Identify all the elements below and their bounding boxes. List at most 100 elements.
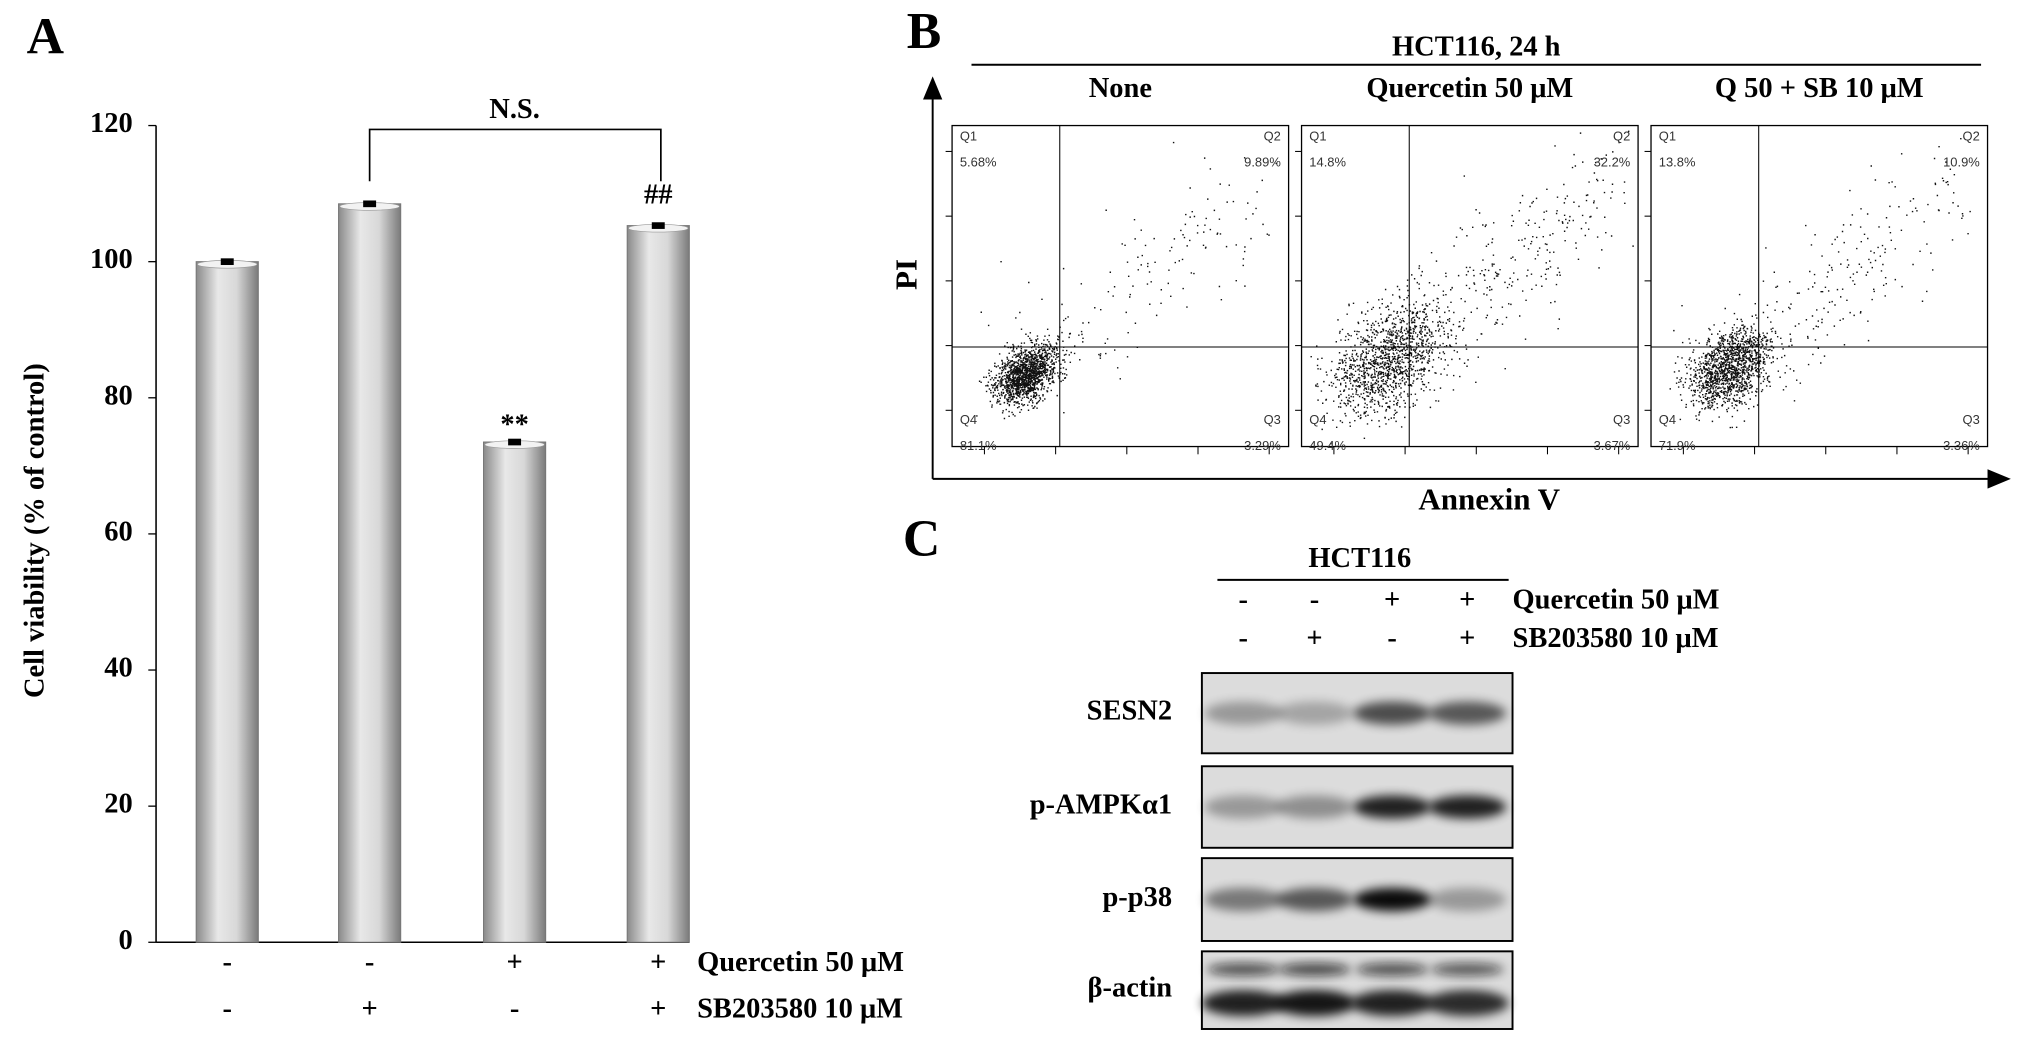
y-tick-label: 80	[104, 380, 132, 411]
treatment-sign: +	[1384, 584, 1400, 615]
panel-letter: A	[27, 8, 64, 65]
panel-letter: C	[903, 510, 940, 567]
treatment-sign: -	[223, 947, 232, 978]
flow-title: HCT116, 24 h	[1392, 32, 1561, 63]
band	[1353, 887, 1431, 912]
bar	[626, 225, 690, 943]
treatment-sign: -	[365, 947, 374, 978]
flow-events	[976, 141, 1277, 420]
quadrant-label: Q2	[1264, 129, 1281, 144]
band	[1278, 962, 1351, 976]
bar	[195, 261, 259, 943]
band	[1355, 962, 1429, 976]
flow-plot	[1300, 124, 1639, 448]
panel-letter: B	[907, 3, 942, 60]
treatment-sign: -	[1310, 584, 1319, 615]
treatment-sign: -	[510, 993, 519, 1024]
y-tick-label: 120	[90, 108, 133, 139]
y-tick-label: 0	[119, 925, 133, 956]
band	[1201, 990, 1285, 1017]
error-bar	[220, 258, 234, 266]
quadrant-label: Q3	[1613, 412, 1630, 427]
y-tick-label: 20	[104, 789, 132, 820]
quadrant-percent: 10.9%	[1943, 155, 1980, 170]
treatment-sign: +	[362, 993, 378, 1024]
protein-label: p-AMPKα1	[1030, 790, 1172, 821]
quadrant-label: Q2	[1963, 129, 1980, 144]
band	[1353, 701, 1431, 725]
quadrant-percent: 3.36%	[1943, 438, 1980, 453]
treatment-label: Quercetin 50 μM	[1513, 584, 1720, 615]
quadrant-percent: 13.8%	[1659, 155, 1696, 170]
quadrant-percent: 14.8%	[1309, 155, 1346, 170]
plot-name: Quercetin 50 μM	[1366, 73, 1573, 104]
flow-plot	[951, 124, 1290, 448]
band	[1204, 887, 1283, 912]
band	[1425, 990, 1509, 1017]
treatment-sign: +	[650, 993, 666, 1024]
band	[1275, 701, 1354, 725]
quadrant-label: Q3	[1264, 412, 1281, 427]
treatment-sign: +	[1459, 584, 1475, 615]
treatment-sign: +	[506, 947, 522, 978]
quadrant-percent: 32.2%	[1594, 155, 1631, 170]
error-bar	[508, 438, 522, 446]
plot-name: Q 50 + SB 10 μM	[1715, 73, 1924, 104]
treatment-label: SB203580 10 μM	[697, 993, 903, 1024]
quadrant-percent: 3.67%	[1594, 438, 1631, 453]
band	[1428, 701, 1507, 725]
quadrant-percent: 81.1%	[960, 438, 997, 453]
quadrant-label: Q1	[1659, 129, 1676, 144]
quadrant-percent: 49.4%	[1309, 438, 1346, 453]
quadrant-label: Q3	[1963, 412, 1980, 427]
annotation: N.S.	[489, 94, 540, 125]
quadrant-label: Q4	[1659, 412, 1676, 427]
protein-label: p-p38	[1102, 882, 1172, 913]
x-axis-label: Annexin V	[1418, 481, 1560, 516]
band	[1275, 887, 1354, 912]
quadrant-percent: 3.29%	[1244, 438, 1281, 453]
plot-name: None	[1089, 73, 1152, 104]
quadrant-label: Q4	[1309, 412, 1326, 427]
quadrant-percent: 9.89%	[1244, 155, 1281, 170]
band	[1430, 962, 1504, 976]
y-tick-label: 60	[104, 516, 132, 547]
y-axis-label: PI	[888, 259, 923, 290]
bracket	[368, 128, 662, 182]
quadrant-label: Q2	[1613, 129, 1630, 144]
treatment-sign: -	[1387, 623, 1396, 654]
bar	[483, 441, 547, 943]
treatment-label: SB203580 10 μM	[1513, 623, 1719, 654]
flow-plot	[1650, 124, 1989, 448]
band	[1204, 701, 1283, 725]
treatment-sign: -	[1239, 623, 1248, 654]
error-bar	[651, 222, 665, 229]
band	[1350, 990, 1434, 1017]
treatment-sign: +	[1459, 623, 1475, 654]
y-tick-label: 40	[104, 653, 132, 684]
band	[1207, 962, 1280, 976]
quadrant-label: Q1	[1309, 129, 1326, 144]
band	[1353, 795, 1431, 819]
quadrant-label: Q4	[960, 412, 977, 427]
treatment-sign: +	[650, 947, 666, 978]
annotation: ##	[644, 179, 672, 210]
band	[1428, 795, 1507, 819]
flow-events	[1666, 137, 1971, 429]
bar	[338, 203, 402, 943]
band	[1204, 795, 1283, 819]
error-bar	[363, 200, 377, 208]
treatment-sign: -	[223, 993, 232, 1024]
blot-panel	[1200, 950, 1514, 1030]
annotation: **	[500, 410, 528, 441]
treatment-sign: -	[1239, 584, 1248, 615]
quadrant-percent: 71.9%	[1659, 438, 1696, 453]
quadrant-label: Q1	[960, 129, 977, 144]
y-axis-label: Cell viability (% of control)	[20, 363, 51, 698]
y-tick-label: 100	[90, 244, 133, 275]
band	[1428, 887, 1507, 912]
blot-title: HCT116	[1308, 543, 1411, 574]
band	[1273, 990, 1356, 1017]
protein-label: β-actin	[1088, 973, 1173, 1004]
